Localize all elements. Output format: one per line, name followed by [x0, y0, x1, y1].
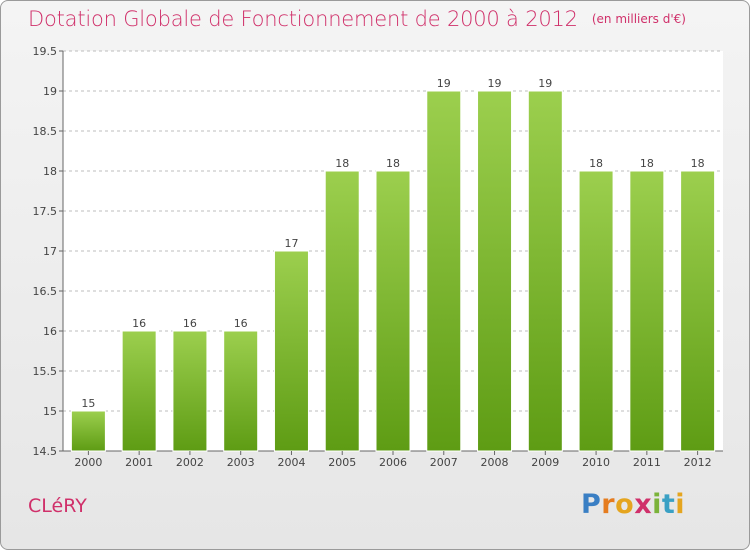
logo-letter: i	[652, 489, 662, 520]
data-label: 18	[386, 157, 400, 170]
data-label: 18	[640, 157, 654, 170]
logo-letter: x	[634, 489, 653, 520]
x-tick-label: 2009	[531, 456, 559, 469]
data-label: 17	[284, 237, 298, 250]
x-tick-label: 2008	[481, 456, 509, 469]
bar	[680, 170, 716, 452]
bar	[121, 330, 157, 452]
bar	[70, 410, 106, 452]
data-label: 16	[132, 317, 146, 330]
bar	[375, 170, 411, 452]
bar	[578, 170, 614, 452]
x-tick-label: 2012	[684, 456, 712, 469]
x-tick-label: 2003	[227, 456, 255, 469]
data-label: 16	[183, 317, 197, 330]
data-label: 19	[488, 77, 502, 90]
bar	[477, 90, 513, 452]
y-tick-label: 14.5	[33, 445, 58, 458]
x-tick-label: 2005	[328, 456, 356, 469]
x-tick-label: 2001	[125, 456, 153, 469]
bar	[426, 90, 462, 452]
y-tick-label: 15	[43, 405, 57, 418]
data-label: 15	[81, 397, 95, 410]
bar	[527, 90, 563, 452]
logo-letter: r	[601, 489, 616, 520]
y-tick-label: 18.5	[33, 125, 58, 138]
x-tick-label: 2010	[582, 456, 610, 469]
y-tick-label: 18	[43, 165, 57, 178]
data-label: 19	[538, 77, 552, 90]
y-tick-label: 19.5	[33, 45, 58, 58]
logo-letter: t	[661, 489, 676, 520]
bar	[324, 170, 360, 452]
chart-title: Dotation Globale de Fonctionnement de 20…	[28, 7, 686, 31]
y-tick-label: 17	[43, 245, 57, 258]
data-label: 18	[335, 157, 349, 170]
x-tick-label: 2006	[379, 456, 407, 469]
x-tick-label: 2007	[430, 456, 458, 469]
x-tick-label: 2000	[74, 456, 102, 469]
data-label: 16	[234, 317, 248, 330]
logo-letter: o	[615, 489, 635, 520]
logo-letter: P	[581, 489, 602, 520]
x-tick-label: 2011	[633, 456, 661, 469]
chart-unit-text: (en milliers d'€)	[591, 12, 686, 26]
commune-name: CLéRY	[28, 495, 87, 517]
bar	[273, 250, 309, 452]
y-tick-label: 16	[43, 325, 57, 338]
x-tick-label: 2002	[176, 456, 204, 469]
y-tick-label: 15.5	[33, 365, 58, 378]
bar	[172, 330, 208, 452]
bar	[629, 170, 665, 452]
bar	[223, 330, 259, 452]
y-tick-label: 19	[43, 85, 57, 98]
data-label: 18	[691, 157, 705, 170]
x-tick-label: 2004	[277, 456, 305, 469]
data-label: 19	[437, 77, 451, 90]
chart-title-text: Dotation Globale de Fonctionnement de 20…	[28, 7, 578, 31]
y-tick-label: 16.5	[33, 285, 58, 298]
logo-letter: i	[675, 489, 686, 520]
data-label: 18	[589, 157, 603, 170]
proxiti-logo: Proxiti	[581, 489, 685, 520]
y-tick-label: 17.5	[33, 205, 58, 218]
